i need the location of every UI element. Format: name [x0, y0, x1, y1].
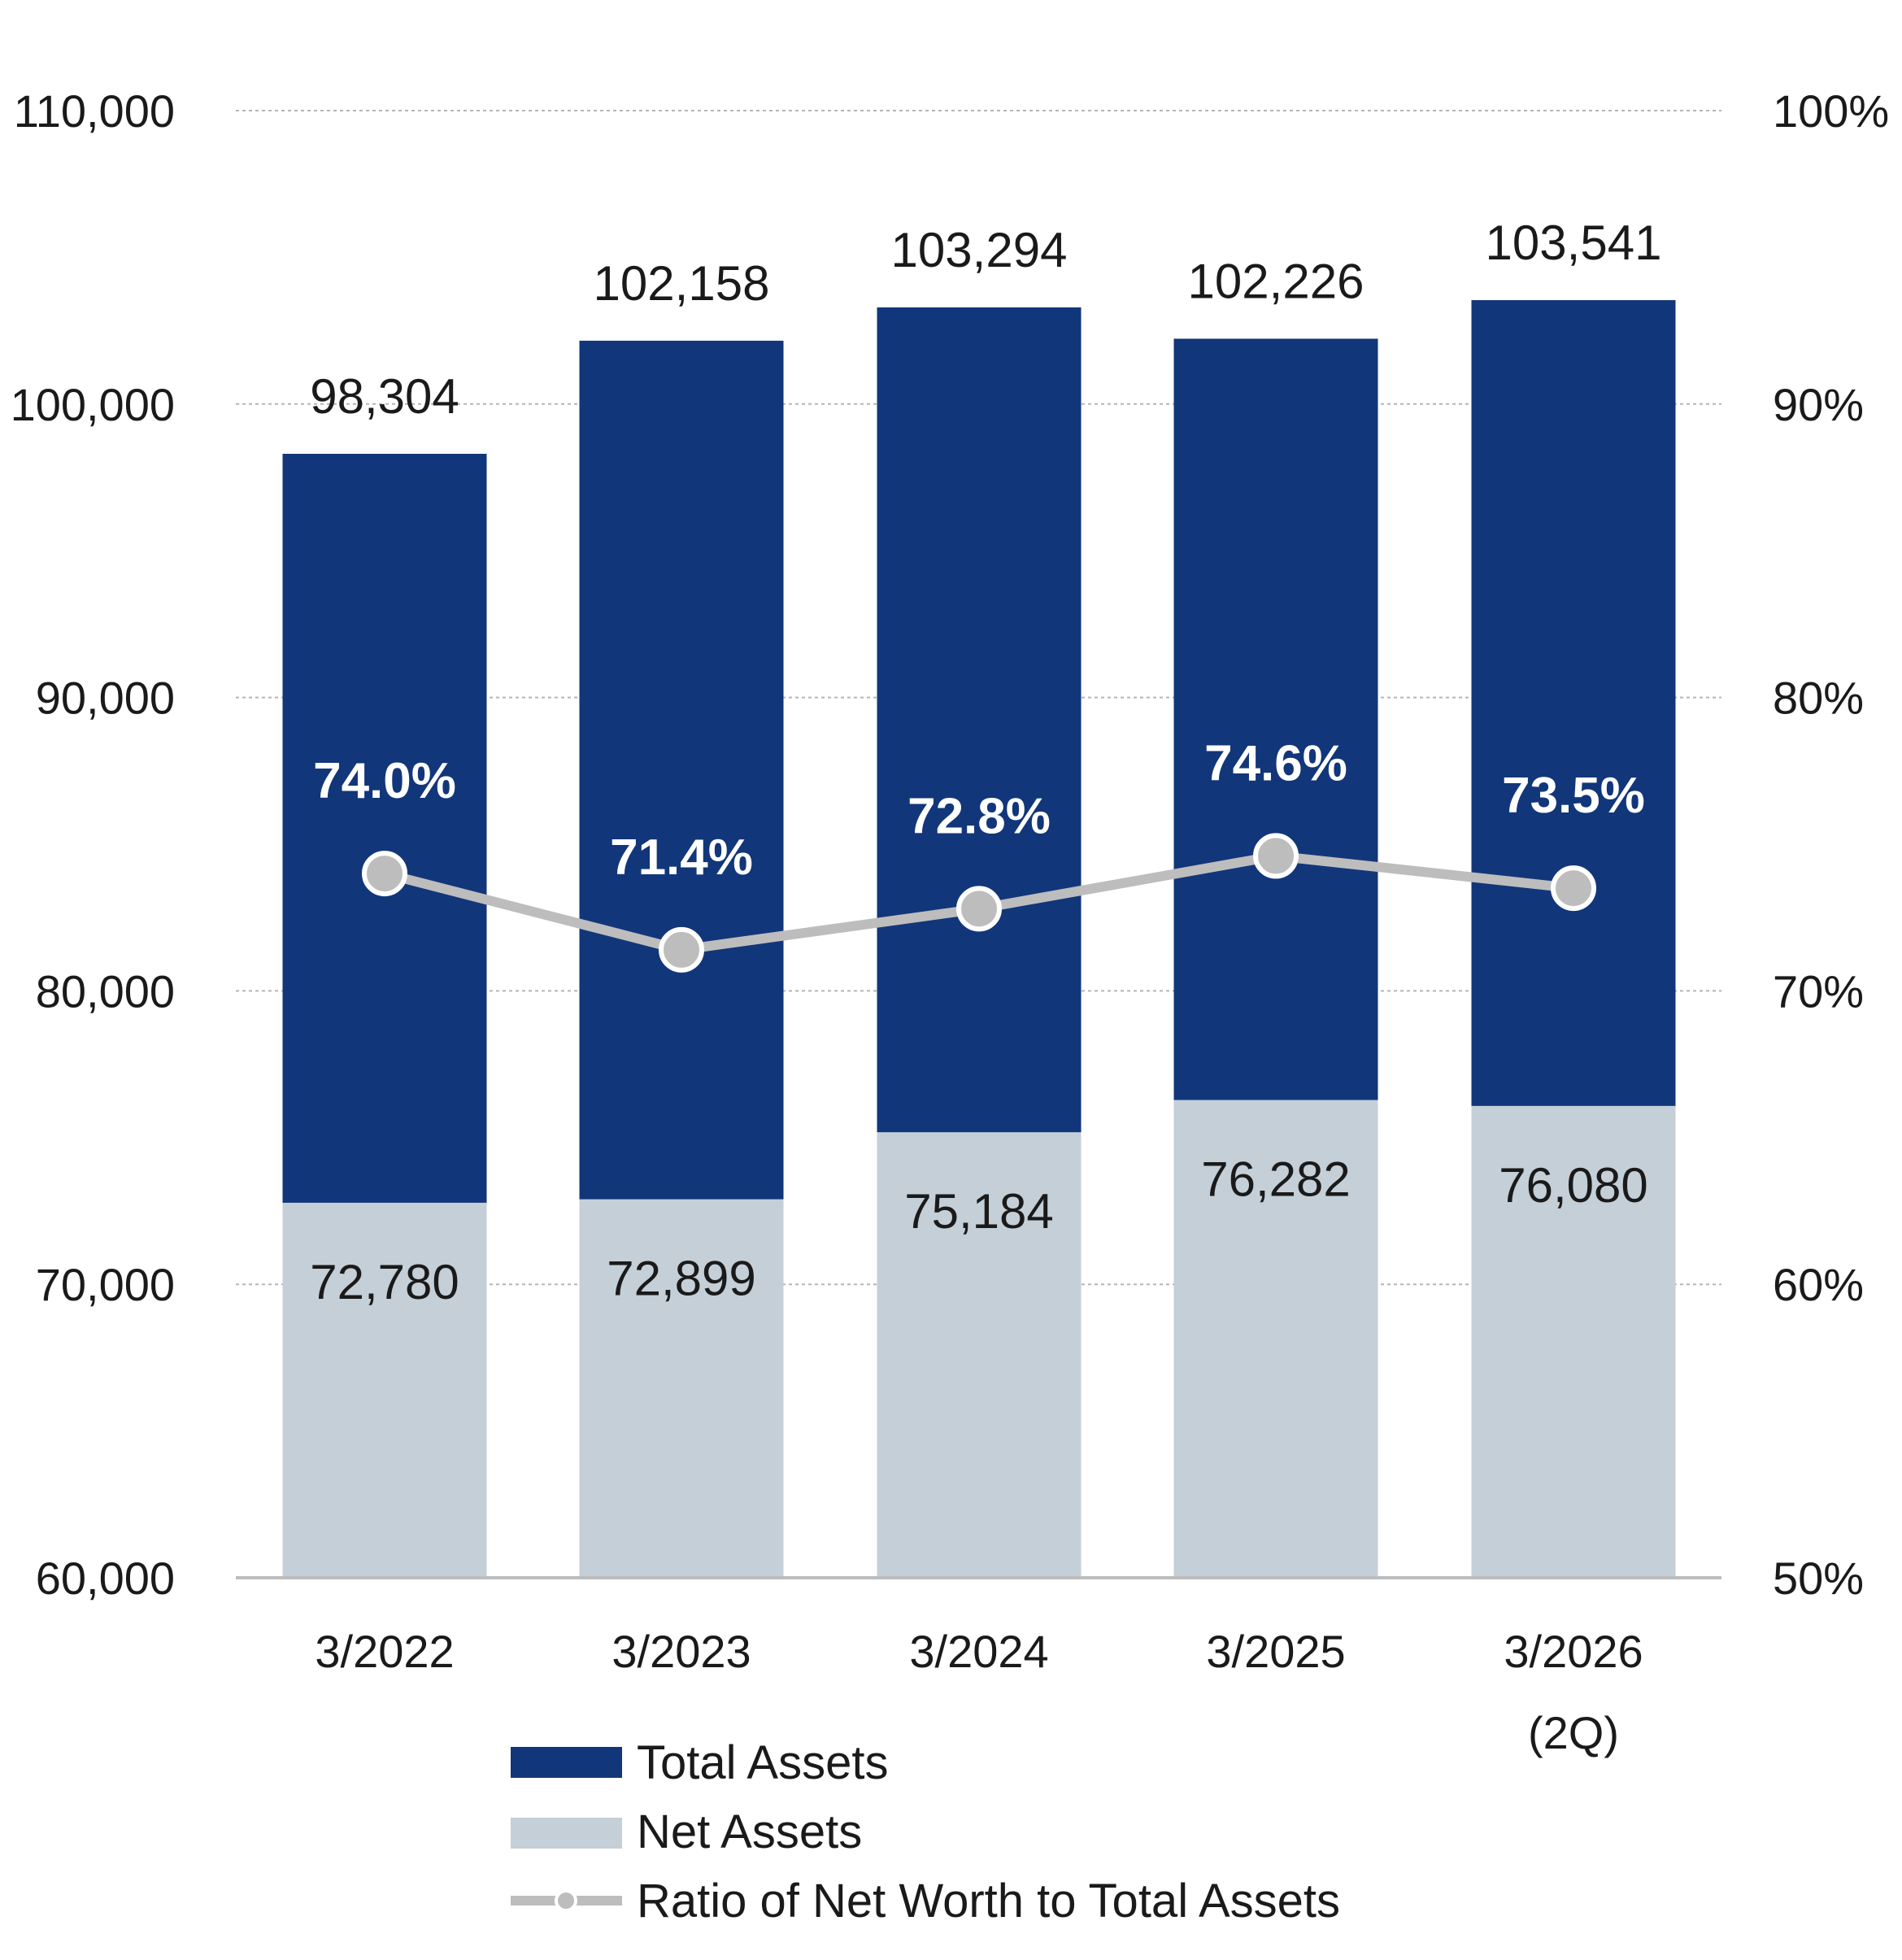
- legend-swatch-ratio-dot: [555, 1889, 577, 1912]
- value-labels: 98,304 72,780 102,158 72,899 103,294 75,184 10…: [310, 216, 1661, 1309]
- total-assets-label: 103,294: [891, 223, 1068, 277]
- left-tick-label: 60,000: [36, 1553, 175, 1604]
- net-assets-bar: [877, 1132, 1082, 1578]
- left-tick-label: 110,000: [14, 85, 175, 137]
- net-assets-label: 76,080: [1499, 1158, 1648, 1213]
- right-tick-label: 60%: [1773, 1259, 1864, 1310]
- left-tick-label: 80,000: [36, 965, 175, 1017]
- net-assets-label: 72,780: [310, 1255, 459, 1309]
- legend-label-ratio: Ratio of Net Worth to Total Assets: [637, 1875, 1340, 1927]
- net-assets-bar: [1471, 1105, 1676, 1578]
- left-tick-label: 70,000: [36, 1259, 175, 1310]
- net-assets-label: 75,184: [904, 1184, 1054, 1239]
- category-label: 3/2024: [909, 1626, 1048, 1677]
- left-tick-label: 90,000: [36, 673, 175, 724]
- ratio-label: 72.8%: [907, 788, 1051, 844]
- net-assets-label: 72,899: [607, 1252, 756, 1306]
- right-axis-ticks: 50% 60% 70% 80% 90% 100%: [1773, 85, 1889, 1604]
- legend-label-net-assets: Net Assets: [637, 1805, 862, 1858]
- legend: Total Assets Net Assets Ratio of Net Worth…: [511, 1736, 1340, 1927]
- ratio-point: [1551, 865, 1596, 912]
- left-axis-ticks: 60,000 70,000 80,000 90,000 100,000 110,000: [11, 85, 175, 1604]
- ratio-point: [956, 886, 1002, 932]
- category-labels: 3/2022 3/2023 3/2024 3/2025 3/2026 (2Q): [315, 1626, 1643, 1758]
- ratio-label: 73.5%: [1502, 768, 1645, 824]
- category-label: 3/2023: [612, 1626, 751, 1677]
- right-tick-label: 50%: [1773, 1553, 1864, 1604]
- legend-swatch-total-assets: [511, 1747, 622, 1778]
- right-tick-label: 90%: [1773, 379, 1864, 430]
- category-label: 3/2026: [1504, 1626, 1643, 1677]
- total-assets-label: 103,541: [1486, 216, 1662, 270]
- total-assets-label: 98,304: [310, 369, 459, 424]
- net-assets-bar: [282, 1202, 487, 1578]
- category-label: 3/2022: [315, 1626, 454, 1677]
- net-assets-label: 76,282: [1201, 1152, 1351, 1207]
- ratio-label: 74.0%: [313, 753, 456, 809]
- legend-label-total-assets: Total Assets: [637, 1736, 888, 1789]
- ratio-point: [1253, 833, 1299, 879]
- right-tick-label: 100%: [1773, 85, 1889, 137]
- right-tick-label: 70%: [1773, 965, 1864, 1017]
- ratio-point: [659, 926, 704, 973]
- category-label: 3/2025: [1206, 1626, 1345, 1677]
- right-tick-label: 80%: [1773, 673, 1864, 724]
- ratio-label: 74.6%: [1204, 735, 1347, 791]
- net-assets-bar: [579, 1199, 784, 1578]
- net-assets-bars: [282, 1100, 1676, 1578]
- total-assets-label: 102,158: [594, 256, 770, 311]
- legend-swatch-net-assets: [511, 1818, 622, 1849]
- ratio-point: [362, 851, 407, 897]
- net-assets-bar: [1173, 1100, 1378, 1578]
- left-tick-label: 100,000: [11, 379, 175, 430]
- category-sublabel: (2Q): [1528, 1707, 1619, 1758]
- ratio-line: 74.0% 71.4% 72.8% 74.6% 73.5%: [313, 735, 1645, 973]
- ratio-label: 71.4%: [610, 830, 753, 886]
- total-assets-label: 102,226: [1188, 254, 1364, 308]
